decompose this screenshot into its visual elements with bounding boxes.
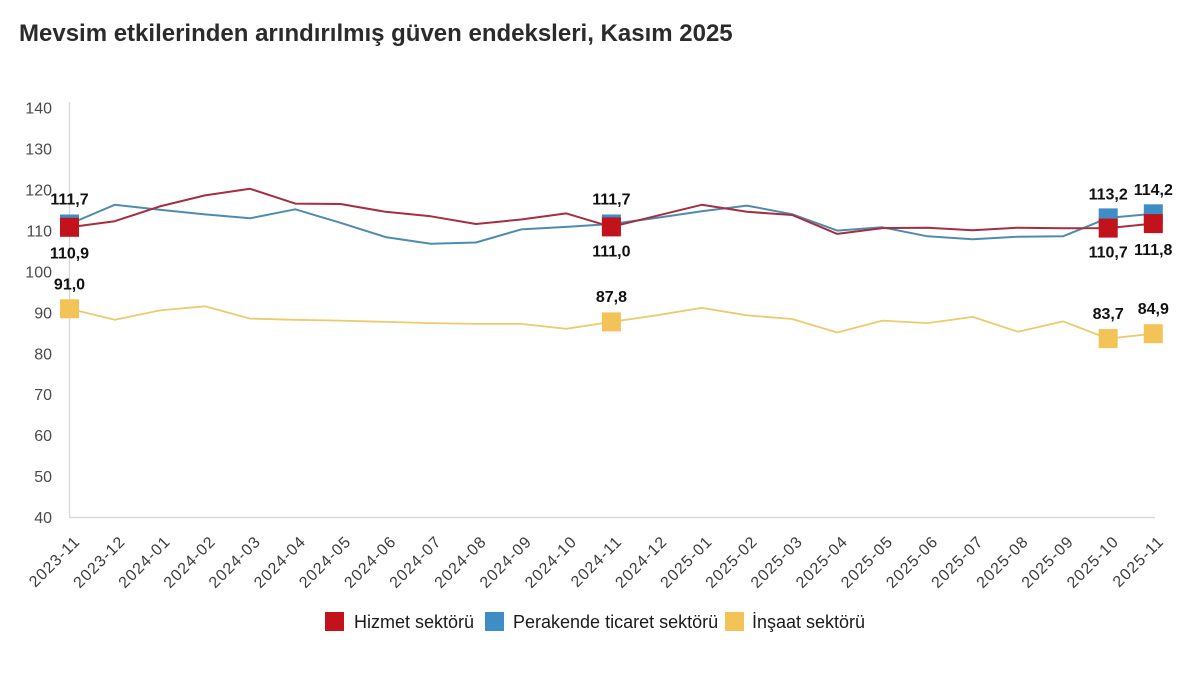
svg-text:80: 80: [34, 346, 52, 363]
svg-text:113,2: 113,2: [1089, 187, 1128, 204]
svg-text:110,9: 110,9: [50, 246, 89, 263]
svg-text:111,8: 111,8: [1134, 242, 1172, 259]
svg-text:84,9: 84,9: [1138, 301, 1169, 318]
svg-text:90: 90: [34, 305, 52, 322]
svg-text:60: 60: [34, 428, 52, 445]
svg-text:111,7: 111,7: [50, 191, 88, 208]
svg-text:111,7: 111,7: [592, 192, 630, 209]
svg-text:130: 130: [25, 142, 52, 159]
svg-text:120: 120: [25, 183, 52, 200]
svg-text:70: 70: [34, 387, 52, 404]
svg-text:140: 140: [25, 101, 52, 118]
svg-text:114,2: 114,2: [1134, 182, 1173, 199]
svg-text:111,0: 111,0: [592, 244, 630, 261]
svg-text:83,7: 83,7: [1093, 306, 1124, 323]
svg-text:110: 110: [26, 224, 52, 241]
svg-text:110,7: 110,7: [1089, 245, 1128, 262]
svg-text:50: 50: [34, 469, 52, 486]
svg-text:100: 100: [25, 264, 52, 281]
svg-text:91,0: 91,0: [54, 276, 85, 293]
svg-text:40: 40: [34, 510, 52, 527]
svg-text:87,8: 87,8: [596, 289, 627, 306]
